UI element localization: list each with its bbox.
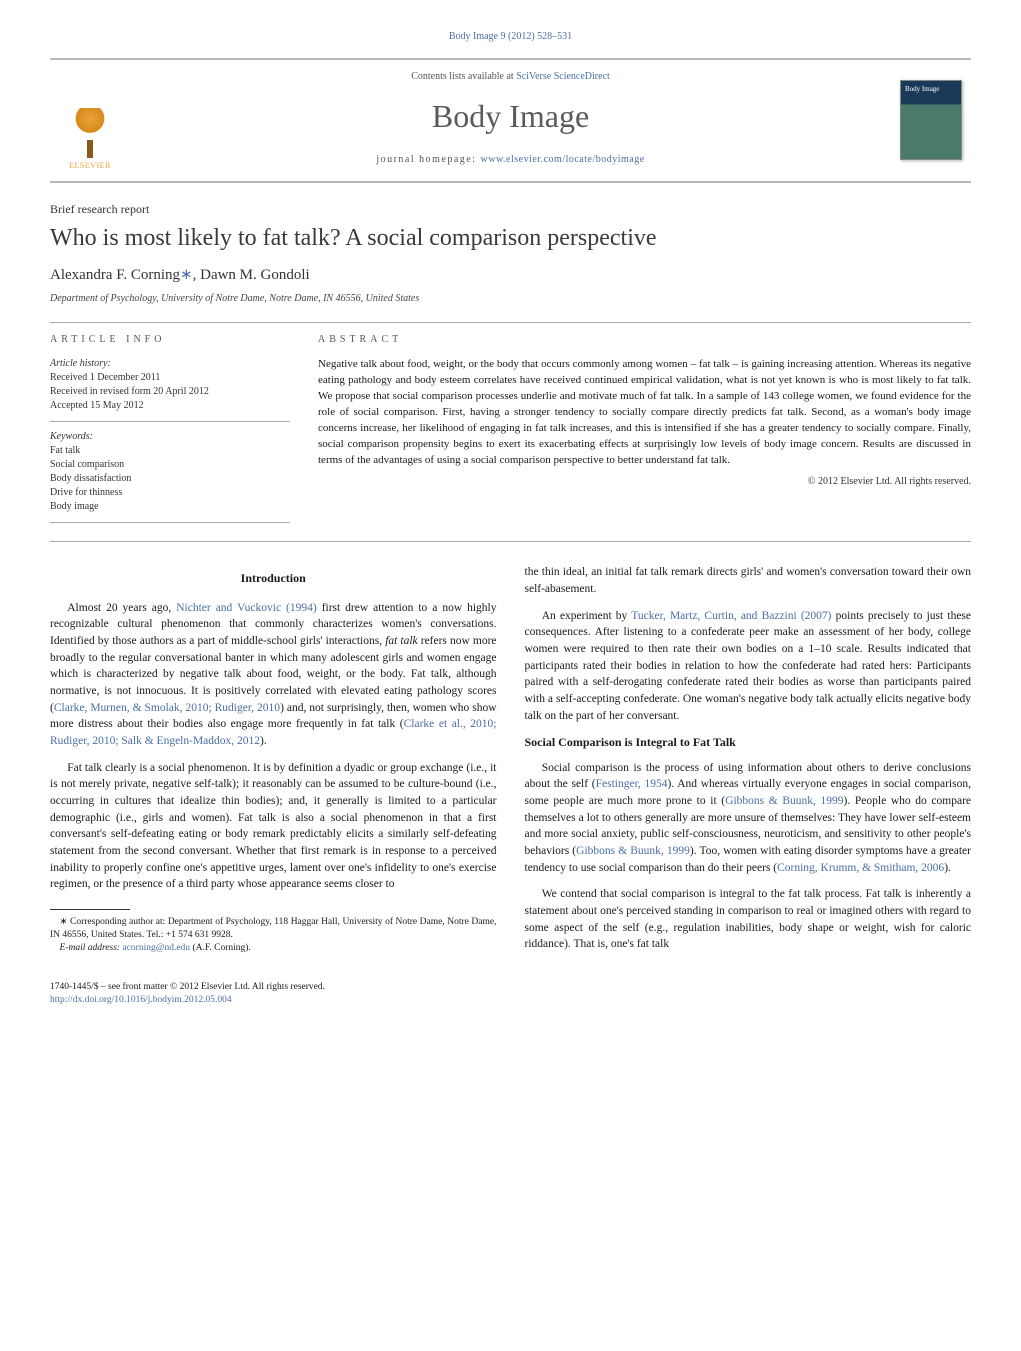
homepage-prefix: journal homepage: bbox=[376, 154, 480, 165]
abstract-column: abstract Negative talk about food, weigh… bbox=[318, 333, 971, 531]
intro-p2: Fat talk clearly is a social phenomenon.… bbox=[50, 760, 497, 893]
body-text: Introduction Almost 20 years ago, Nichte… bbox=[50, 564, 971, 963]
elsevier-text: ELSEVIER bbox=[65, 160, 115, 171]
cite-nichter[interactable]: Nichter and Vuckovic (1994) bbox=[176, 602, 316, 614]
journal-banner: ELSEVIER Contents lists available at Sci… bbox=[50, 58, 971, 183]
keyword-5: Body image bbox=[50, 500, 290, 514]
cite-tucker[interactable]: Tucker, Martz, Curtin, and Bazzini (2007… bbox=[631, 610, 831, 622]
journal-name: Body Image bbox=[130, 94, 891, 139]
article-type: Brief research report bbox=[50, 201, 971, 218]
sc-p1: Social comparison is the process of usin… bbox=[525, 760, 972, 877]
page-footer: 1740-1445/$ – see front matter © 2012 El… bbox=[50, 981, 971, 1007]
fat-talk-term: fat talk bbox=[385, 635, 417, 647]
sc-p2: We contend that social comparison is int… bbox=[525, 886, 972, 953]
abstract-copyright: © 2012 Elsevier Ltd. All rights reserved… bbox=[318, 475, 971, 489]
sciencedirect-link[interactable]: SciVerse ScienceDirect bbox=[516, 71, 610, 82]
footnote-separator bbox=[50, 909, 130, 910]
revised-date: Received in revised form 20 April 2012 bbox=[50, 385, 290, 399]
homepage-link[interactable]: www.elsevier.com/locate/bodyimage bbox=[481, 154, 645, 165]
header-citation: Body Image 9 (2012) 528–531 bbox=[50, 30, 971, 44]
article-history-block: Article history: Received 1 December 201… bbox=[50, 357, 290, 422]
intro-p1: Almost 20 years ago, Nichter and Vuckovi… bbox=[50, 600, 497, 750]
email-link[interactable]: acorning@nd.edu bbox=[122, 943, 190, 953]
introduction-heading: Introduction bbox=[50, 570, 497, 587]
email-footnote: E-mail address: acorning@nd.edu (A.F. Co… bbox=[50, 942, 497, 955]
article-info-heading: article info bbox=[50, 333, 290, 347]
intro-p4: An experiment by Tucker, Martz, Curtin, … bbox=[525, 608, 972, 725]
keyword-2: Social comparison bbox=[50, 458, 290, 472]
doi-link[interactable]: http://dx.doi.org/10.1016/j.bodyim.2012.… bbox=[50, 995, 232, 1005]
article-info-column: article info Article history: Received 1… bbox=[50, 333, 290, 531]
email-suffix: (A.F. Corning). bbox=[190, 943, 251, 953]
cite-festinger[interactable]: Festinger, 1954 bbox=[596, 778, 668, 790]
journal-homepage-line: journal homepage: www.elsevier.com/locat… bbox=[130, 153, 891, 167]
author-2: Dawn M. Gondoli bbox=[200, 267, 310, 283]
abstract-text: Negative talk about food, weight, or the… bbox=[318, 357, 971, 469]
affiliation: Department of Psychology, University of … bbox=[50, 292, 971, 306]
article-title: Who is most likely to fat talk? A social… bbox=[50, 222, 971, 256]
received-date: Received 1 December 2011 bbox=[50, 371, 290, 385]
keyword-1: Fat talk bbox=[50, 444, 290, 458]
keyword-4: Drive for thinness bbox=[50, 486, 290, 500]
social-comparison-heading: Social Comparison is Integral to Fat Tal… bbox=[525, 734, 972, 751]
email-label: E-mail address: bbox=[60, 943, 123, 953]
cover-thumbnail-area: Body Image bbox=[891, 60, 971, 181]
corresponding-marker: ∗ bbox=[180, 267, 193, 283]
authors: Alexandra F. Corning∗, Dawn M. Gondoli bbox=[50, 265, 971, 286]
cover-thumb-title: Body Image bbox=[905, 85, 939, 95]
cite-corning[interactable]: Corning, Krumm, & Smitham, 2006 bbox=[777, 862, 944, 874]
info-abstract-row: article info Article history: Received 1… bbox=[50, 333, 971, 531]
cite-clarke-2010[interactable]: Clarke, Murnen, & Smolak, 2010; Rudiger,… bbox=[54, 702, 280, 714]
author-separator: , bbox=[193, 267, 201, 283]
keywords-label: Keywords: bbox=[50, 430, 290, 444]
cite-gibbons-2[interactable]: Gibbons & Buunk, 1999 bbox=[576, 845, 690, 857]
keywords-block: Keywords: Fat talk Social comparison Bod… bbox=[50, 430, 290, 523]
keyword-3: Body dissatisfaction bbox=[50, 472, 290, 486]
abstract-heading: abstract bbox=[318, 333, 971, 347]
front-matter-line: 1740-1445/$ – see front matter © 2012 El… bbox=[50, 981, 325, 994]
footer-left: 1740-1445/$ – see front matter © 2012 El… bbox=[50, 981, 325, 1007]
elsevier-tree-icon bbox=[65, 108, 115, 158]
author-1: Alexandra F. Corning bbox=[50, 267, 180, 283]
contents-prefix: Contents lists available at bbox=[411, 71, 516, 82]
elsevier-logo: ELSEVIER bbox=[65, 108, 115, 171]
banner-center: Contents lists available at SciVerse Sci… bbox=[130, 60, 891, 181]
divider-bottom bbox=[50, 541, 971, 542]
history-label: Article history: bbox=[50, 357, 290, 371]
contents-available-line: Contents lists available at SciVerse Sci… bbox=[130, 70, 891, 84]
publisher-logo-area: ELSEVIER bbox=[50, 60, 130, 181]
corresponding-author-footnote: ∗ Corresponding author at: Department of… bbox=[50, 916, 497, 942]
divider-top bbox=[50, 322, 971, 323]
accepted-date: Accepted 15 May 2012 bbox=[50, 399, 290, 413]
cite-gibbons-1[interactable]: Gibbons & Buunk, 1999 bbox=[725, 795, 843, 807]
journal-cover-thumbnail: Body Image bbox=[900, 80, 962, 160]
intro-p3: the thin ideal, an initial fat talk rema… bbox=[525, 564, 972, 597]
